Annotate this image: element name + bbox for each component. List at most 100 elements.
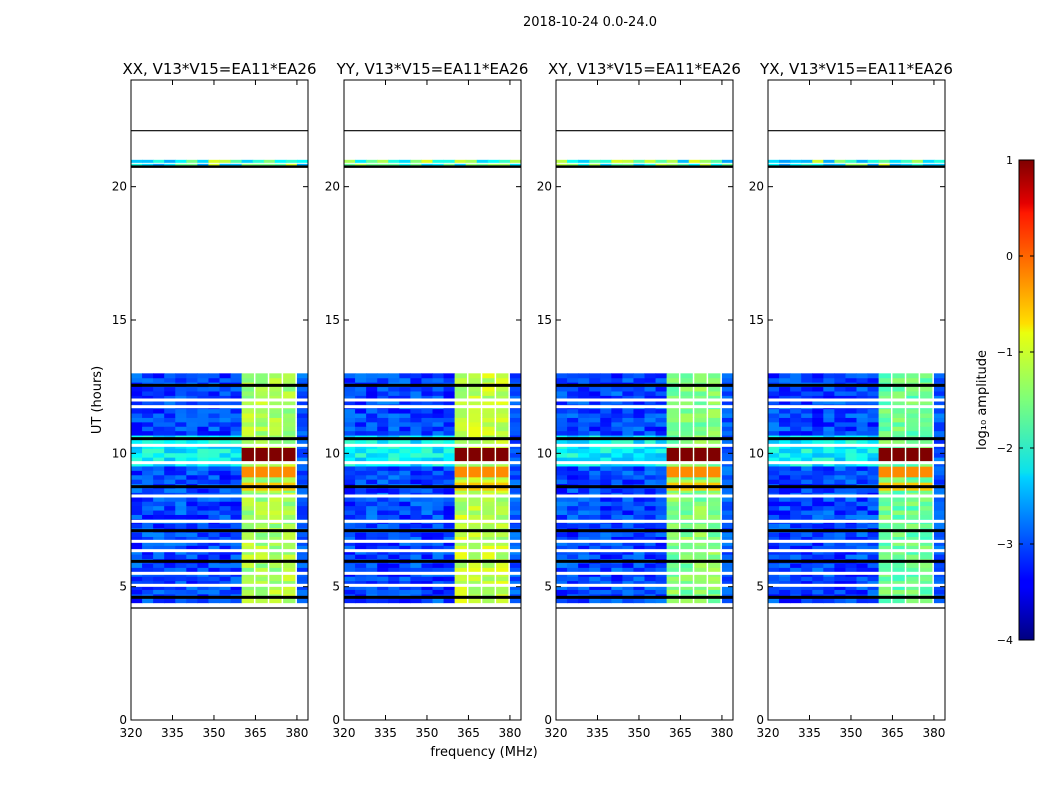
heatmap-cell [556, 408, 568, 414]
heatmap-cell [410, 514, 422, 520]
band-cell [496, 505, 509, 511]
band-cell [241, 510, 254, 515]
heatmap-cell [296, 540, 308, 546]
heatmap-cell [611, 386, 623, 392]
heatmap-cell [768, 554, 780, 560]
band-cell [269, 514, 282, 520]
band-cell [468, 510, 481, 515]
heatmap-cell [355, 377, 367, 383]
heatmap-cell [164, 589, 176, 595]
heatmap-cell [142, 545, 154, 551]
strip-cell [164, 163, 176, 167]
heatmap-cell [197, 562, 209, 568]
heatmap-cell [556, 426, 568, 432]
heatmap-cell [344, 465, 356, 471]
heatmap-cell [377, 545, 389, 551]
strip-cell [922, 163, 935, 167]
heatmap-cell [622, 540, 634, 546]
heatmap-cell [655, 536, 668, 542]
flagged-row [768, 583, 945, 587]
heatmap-cell [219, 390, 232, 396]
heatmap-cell [388, 439, 400, 445]
heatmap-cell [509, 470, 521, 476]
heatmap-cell [600, 470, 612, 476]
hot-cell [892, 466, 905, 478]
heatmap-cell [801, 501, 813, 507]
heatmap-cell [779, 501, 791, 507]
band-cell [680, 373, 693, 379]
heatmap-cell [589, 470, 601, 476]
strip-cell [856, 159, 869, 163]
heatmap-cell [721, 514, 733, 520]
heatmap-cell [421, 540, 433, 546]
heatmap-cell [443, 474, 456, 480]
band-cell [454, 421, 467, 427]
heatmap-cell [421, 430, 433, 436]
heatmap-cell [633, 465, 645, 471]
heatmap-cell [633, 457, 645, 463]
band-cell [241, 426, 254, 432]
strip-cell [567, 159, 579, 163]
heatmap-cell [219, 496, 232, 502]
heatmap-cell [296, 580, 308, 586]
heatmap-cell [296, 439, 308, 445]
heatmap-cell [399, 430, 411, 436]
band-cell [468, 377, 481, 383]
band-cell [878, 580, 891, 586]
strip-cell [186, 163, 198, 167]
band-cell [892, 377, 905, 383]
heatmap-cell [633, 373, 645, 379]
heatmap-cell [208, 395, 220, 401]
heatmap-cell [578, 554, 590, 560]
band-cell [708, 510, 721, 515]
band-cell [878, 373, 891, 379]
heatmap-cell [768, 580, 780, 586]
heatmap-cell [186, 457, 198, 463]
heatmap-cell [589, 390, 601, 396]
heatmap-cell [208, 386, 220, 392]
band-cell [468, 505, 481, 511]
heatmap-cell [644, 589, 657, 595]
band-cell [454, 545, 467, 551]
band-cell [680, 545, 693, 551]
heatmap-cell [142, 510, 154, 515]
band-cell [878, 417, 891, 423]
heatmap-cell [355, 474, 367, 480]
heatmap-cell [175, 448, 187, 454]
heatmap-cell [355, 413, 367, 418]
band-cell [708, 523, 721, 529]
heatmap-cell [556, 514, 568, 520]
strip-cell [666, 159, 679, 163]
band-cell [708, 545, 721, 551]
heatmap-cell [823, 567, 835, 573]
band-cell [666, 589, 679, 595]
heatmap-cell [721, 554, 733, 560]
heatmap-cell [142, 408, 154, 414]
heatmap-cell [208, 540, 220, 546]
heatmap-cell [633, 562, 645, 568]
heatmap-cell [567, 413, 579, 418]
heatmap-cell [867, 554, 880, 560]
heatmap-cell [186, 505, 198, 511]
heatmap-cell [790, 567, 802, 573]
heatmap-cell [823, 514, 835, 520]
heatmap-cell [823, 576, 835, 582]
heatmap-cell [219, 413, 232, 418]
heatmap-cell [611, 488, 623, 493]
heatmap-cell [622, 373, 634, 379]
heatmap-cell [790, 501, 802, 507]
heatmap-cell [153, 523, 165, 529]
heatmap-cell [644, 554, 657, 560]
heatmap-cell [845, 395, 857, 401]
heatmap-cell [611, 598, 623, 604]
heatmap-cell [567, 373, 579, 379]
heatmap-cell [197, 532, 209, 538]
heatmap-cell [197, 554, 209, 560]
heatmap-cell [790, 554, 802, 560]
x-tick-label: 380 [922, 726, 945, 740]
heatmap-cell [421, 549, 433, 555]
heatmap-cell [410, 488, 422, 493]
heatmap-cell [355, 576, 367, 582]
heatmap-cell [834, 439, 846, 445]
